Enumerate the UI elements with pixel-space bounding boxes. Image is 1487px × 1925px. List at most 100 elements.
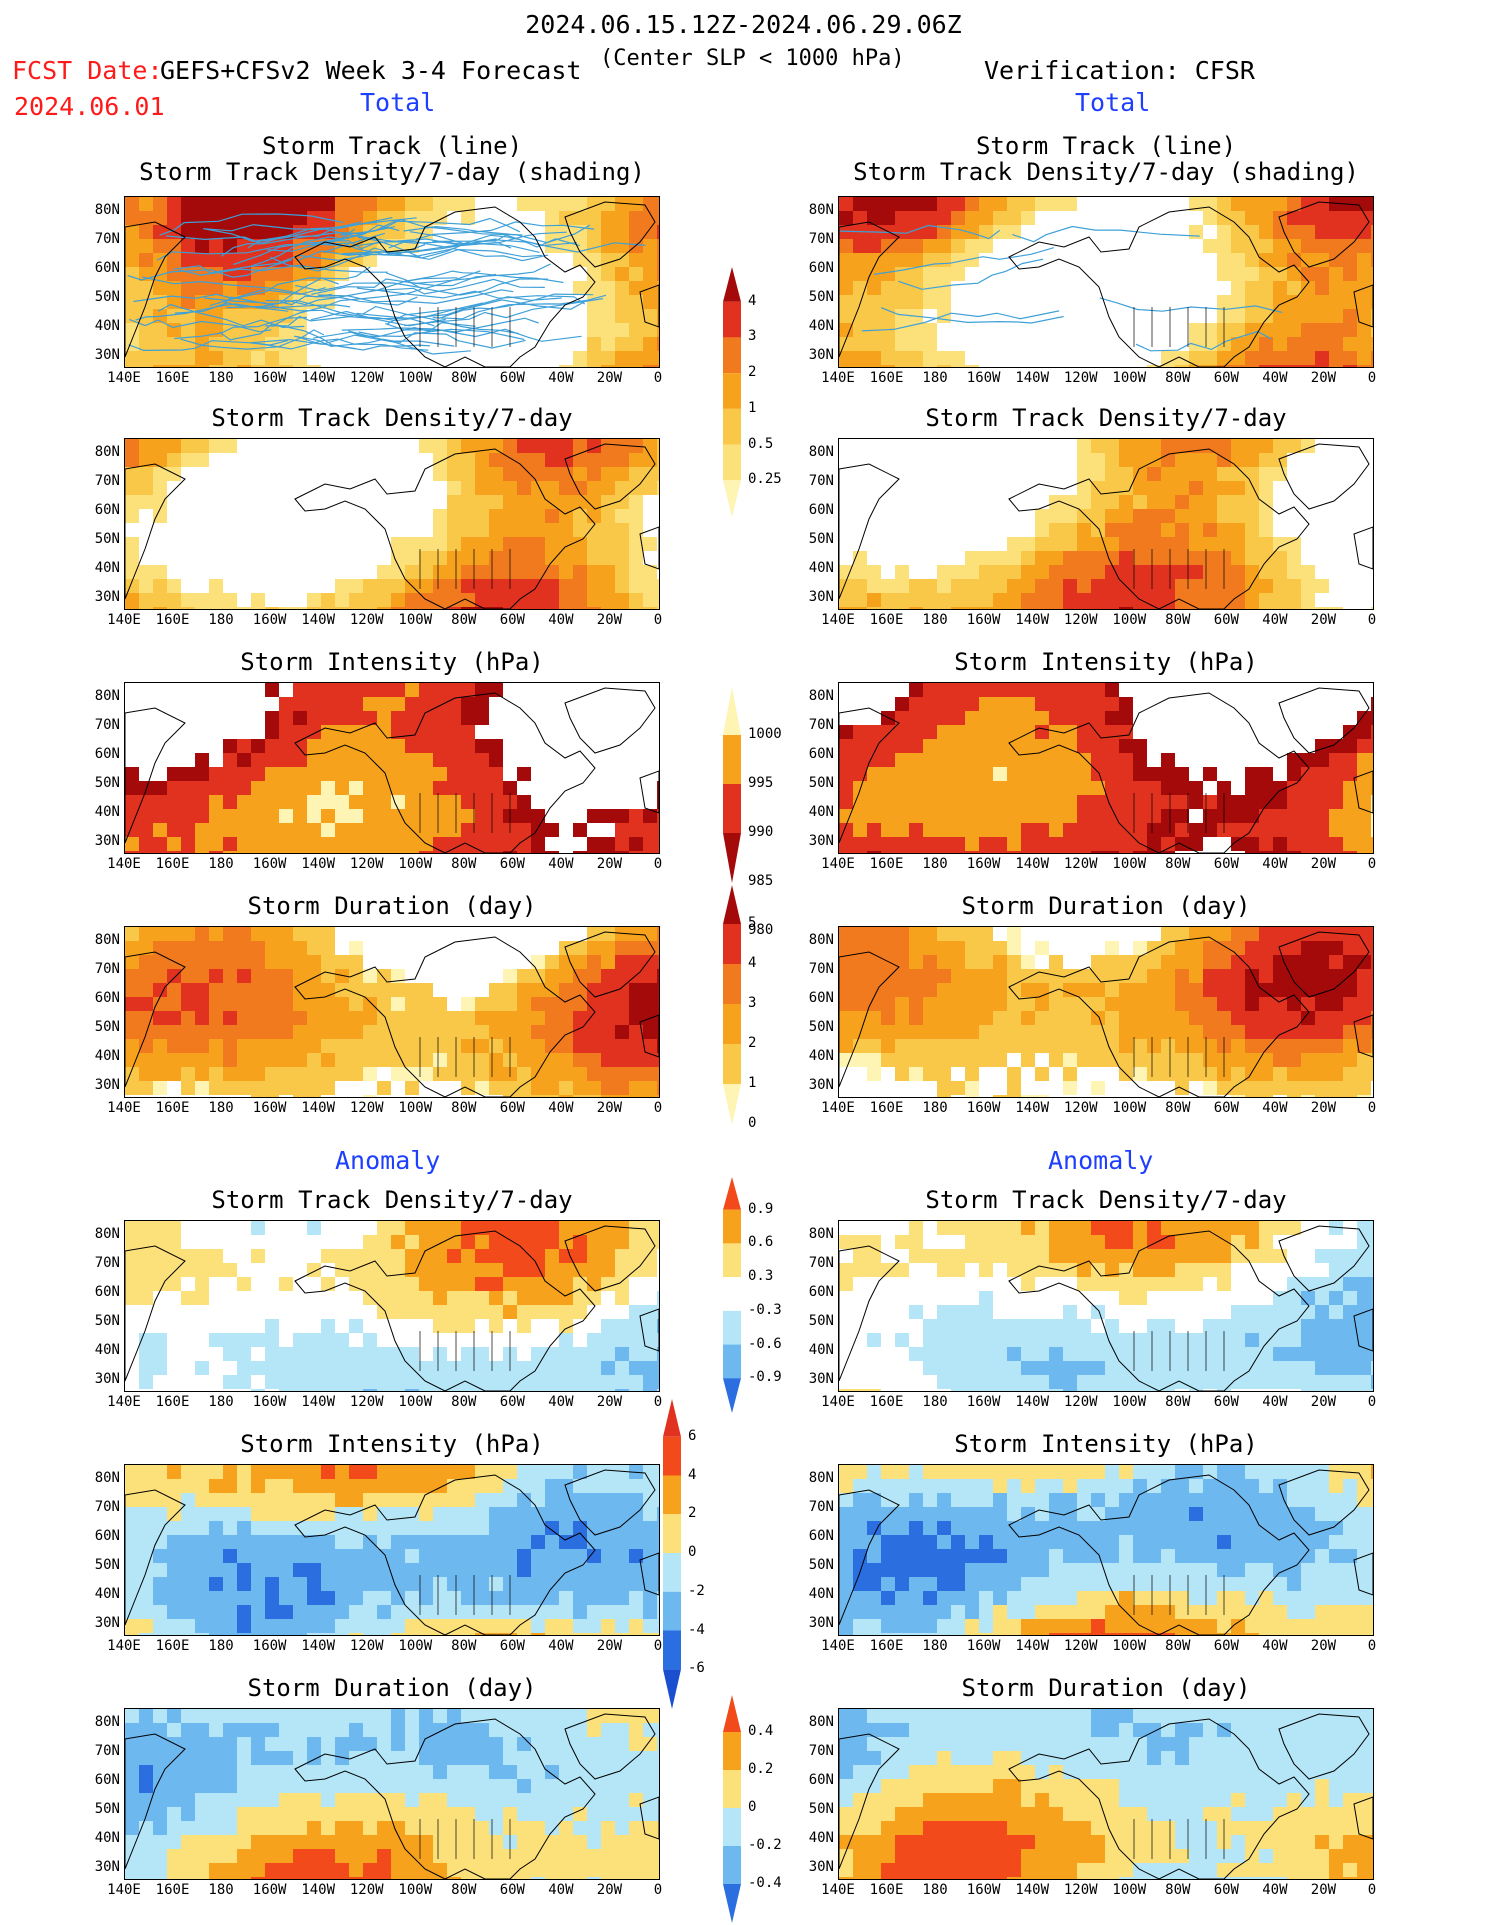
shading-cell bbox=[1063, 1305, 1077, 1319]
shading-cell bbox=[1119, 1039, 1133, 1053]
shading-cell bbox=[293, 1067, 307, 1081]
shading-cell bbox=[433, 1067, 447, 1081]
shading-cell bbox=[321, 1591, 335, 1605]
shading-cell bbox=[475, 1305, 489, 1319]
shading-cell bbox=[965, 197, 979, 211]
shading-cell bbox=[573, 941, 587, 955]
shading-cell bbox=[1245, 767, 1259, 781]
shading-cell bbox=[573, 1605, 587, 1619]
shading-cell bbox=[573, 593, 587, 607]
shading-cell bbox=[419, 1563, 433, 1577]
shading-cell bbox=[153, 1591, 167, 1605]
shading-cell bbox=[1091, 1221, 1105, 1235]
shading-cell bbox=[629, 1633, 643, 1635]
shading-cell bbox=[1343, 1291, 1357, 1305]
shading-cell bbox=[895, 823, 909, 837]
shading-cell bbox=[391, 1039, 405, 1053]
shading-cell bbox=[265, 781, 279, 795]
shading-cell bbox=[1007, 537, 1021, 551]
shading-cell bbox=[1259, 1305, 1273, 1319]
shading-cell bbox=[979, 551, 993, 565]
shading-cell bbox=[1217, 997, 1231, 1011]
shading-cell bbox=[909, 1479, 923, 1493]
shading-cell bbox=[1175, 565, 1189, 579]
shading-cell bbox=[489, 683, 503, 697]
storm-track-line bbox=[898, 258, 1044, 290]
shading-cell bbox=[629, 365, 643, 367]
shading-cell bbox=[251, 1751, 265, 1765]
storm-track-line bbox=[233, 224, 400, 266]
shading-cell bbox=[1231, 1591, 1245, 1605]
shading-cell bbox=[993, 1619, 1007, 1633]
shading-cell bbox=[1315, 1465, 1329, 1479]
shading-cell bbox=[237, 1877, 251, 1879]
shading-cell bbox=[153, 1465, 167, 1479]
shading-cell bbox=[1147, 955, 1161, 969]
shading-cell bbox=[559, 1389, 573, 1391]
shading-cell bbox=[993, 1507, 1007, 1521]
shading-cell bbox=[349, 823, 363, 837]
shading-cell bbox=[1315, 1305, 1329, 1319]
shading-cell bbox=[629, 309, 643, 323]
shading-cell bbox=[1161, 1465, 1175, 1479]
shading-cell bbox=[1049, 551, 1063, 565]
shading-cell bbox=[909, 607, 923, 609]
shading-cell bbox=[895, 851, 909, 853]
shading-cell bbox=[1161, 523, 1175, 537]
shading-cell bbox=[1161, 1605, 1175, 1619]
shading-cell bbox=[1371, 725, 1373, 739]
shading-cell bbox=[503, 1479, 517, 1493]
shading-cell bbox=[657, 1221, 659, 1235]
shading-cell bbox=[573, 1025, 587, 1039]
shading-cell bbox=[237, 941, 251, 955]
shading-cell bbox=[489, 439, 503, 453]
shading-cell bbox=[279, 1751, 293, 1765]
shading-cell bbox=[461, 1025, 475, 1039]
storm-track-line bbox=[174, 302, 351, 314]
shading-cell bbox=[167, 607, 181, 609]
shading-cell bbox=[1091, 851, 1105, 853]
shading-cell bbox=[447, 1479, 461, 1493]
shading-cell bbox=[139, 253, 153, 267]
shading-cell bbox=[1035, 767, 1049, 781]
shading-cell bbox=[559, 1081, 573, 1095]
shading-cell bbox=[1329, 323, 1343, 337]
shading-cell bbox=[125, 309, 139, 323]
shading-cell bbox=[1217, 1277, 1231, 1291]
coastline-outline bbox=[125, 221, 186, 358]
shading-cell bbox=[503, 1493, 517, 1507]
shading-cell bbox=[1245, 1053, 1259, 1067]
shading-cell bbox=[1077, 1563, 1091, 1577]
shading-cell bbox=[293, 1577, 307, 1591]
shading-cell bbox=[1049, 1605, 1063, 1619]
shading-cell bbox=[1077, 495, 1091, 509]
shading-cell bbox=[1245, 1081, 1259, 1095]
shading-cell bbox=[1105, 1347, 1119, 1361]
shading-cell bbox=[1231, 1633, 1245, 1635]
shading-cell bbox=[363, 1535, 377, 1549]
coastline-outline bbox=[564, 443, 656, 510]
shading-cell bbox=[279, 1277, 293, 1291]
shading-cell bbox=[181, 1465, 195, 1479]
shading-cell bbox=[293, 795, 307, 809]
shading-cell bbox=[405, 767, 419, 781]
shading-cell bbox=[363, 739, 377, 753]
shading-cell bbox=[181, 927, 195, 941]
shading-cell bbox=[1091, 1235, 1105, 1249]
shading-cell bbox=[405, 1375, 419, 1389]
shading-cell bbox=[1371, 309, 1373, 323]
shading-cell bbox=[237, 309, 251, 323]
shading-cell bbox=[587, 467, 601, 481]
storm-track-line bbox=[226, 299, 446, 327]
shading-cell bbox=[433, 837, 447, 851]
shading-cell bbox=[1105, 453, 1119, 467]
shading-cell bbox=[223, 1765, 237, 1779]
shading-cell bbox=[293, 1081, 307, 1095]
shading-cell bbox=[237, 1333, 251, 1347]
shading-cell bbox=[335, 1361, 349, 1375]
shading-cell bbox=[1357, 941, 1371, 955]
shading-cell bbox=[951, 1333, 965, 1347]
shading-cell bbox=[1077, 753, 1091, 767]
shading-cell bbox=[1133, 1479, 1147, 1493]
shading-cell bbox=[951, 1465, 965, 1479]
